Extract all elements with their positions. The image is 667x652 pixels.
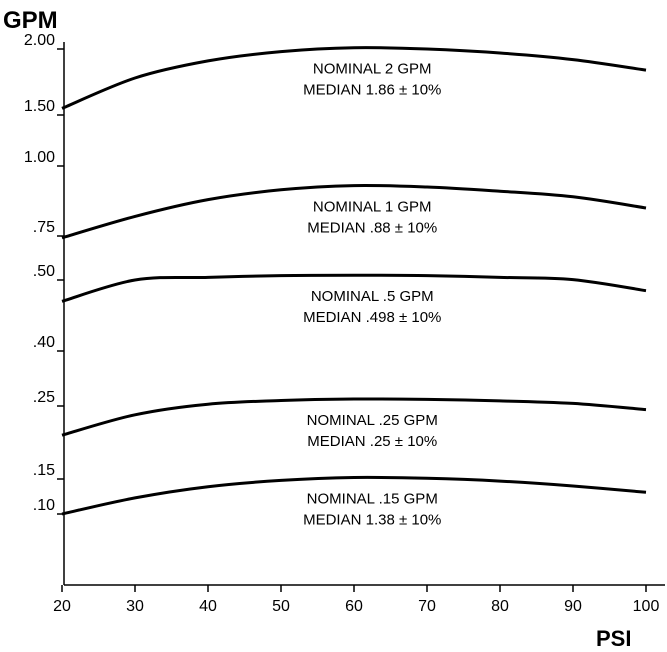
y-tick-label: 1.50 (24, 98, 55, 115)
series-median-label: MEDIAN .498 ± 10% (303, 309, 441, 326)
series-line (61, 475, 647, 516)
curve-annotations: NOMINAL 2 GPM MEDIAN 1.86 ± 10% NOMINAL 1 … (303, 61, 441, 529)
series-median-label: MEDIAN 1.38 ± 10% (303, 512, 441, 529)
series-median-label: MEDIAN 1.86 ± 10% (303, 82, 441, 99)
x-tick-label: 40 (199, 598, 217, 615)
y-tick-label: 1.00 (24, 149, 55, 166)
series-median-label: MEDIAN .25 ± 10% (307, 433, 437, 450)
y-tick-label: .25 (33, 389, 55, 406)
series-name-label: NOMINAL .25 GPM (307, 412, 438, 429)
y-tick-label: .10 (33, 497, 55, 514)
series-name-label: NOMINAL .5 GPM (311, 288, 434, 305)
x-tick-label: 30 (126, 598, 144, 615)
x-tick-label: 20 (53, 598, 71, 615)
x-axis-title: PSI (596, 626, 631, 651)
y-tick-label: .75 (33, 219, 55, 236)
x-tick-label: 80 (491, 598, 509, 615)
x-tick-label: 100 (633, 598, 660, 615)
series-line (61, 183, 647, 240)
series-name-label: NOMINAL 1 GPM (313, 199, 432, 216)
gpm-curves (61, 46, 647, 516)
series-name-label: NOMINAL 2 GPM (313, 61, 432, 78)
series-line (61, 273, 647, 303)
series-name-label: NOMINAL .15 GPM (307, 491, 438, 508)
series-line (61, 46, 647, 110)
y-axis-ticks: 2.00 1.50 1.00 .75 .50 .40 .25 .15 .10 (24, 32, 64, 515)
y-tick-label: .15 (33, 462, 55, 479)
x-tick-label: 60 (345, 598, 363, 615)
y-axis-title: GPM (3, 7, 58, 34)
x-tick-label: 90 (564, 598, 582, 615)
x-axis-ticks: 20 30 40 50 60 70 80 90 100 (53, 585, 659, 615)
series-line (61, 397, 647, 437)
x-tick-label: 50 (272, 598, 290, 615)
x-tick-label: 70 (418, 598, 436, 615)
y-tick-label: .50 (33, 263, 55, 280)
y-tick-label: 2.00 (24, 32, 55, 49)
series-median-label: MEDIAN .88 ± 10% (307, 220, 437, 237)
y-tick-label: .40 (33, 334, 55, 351)
